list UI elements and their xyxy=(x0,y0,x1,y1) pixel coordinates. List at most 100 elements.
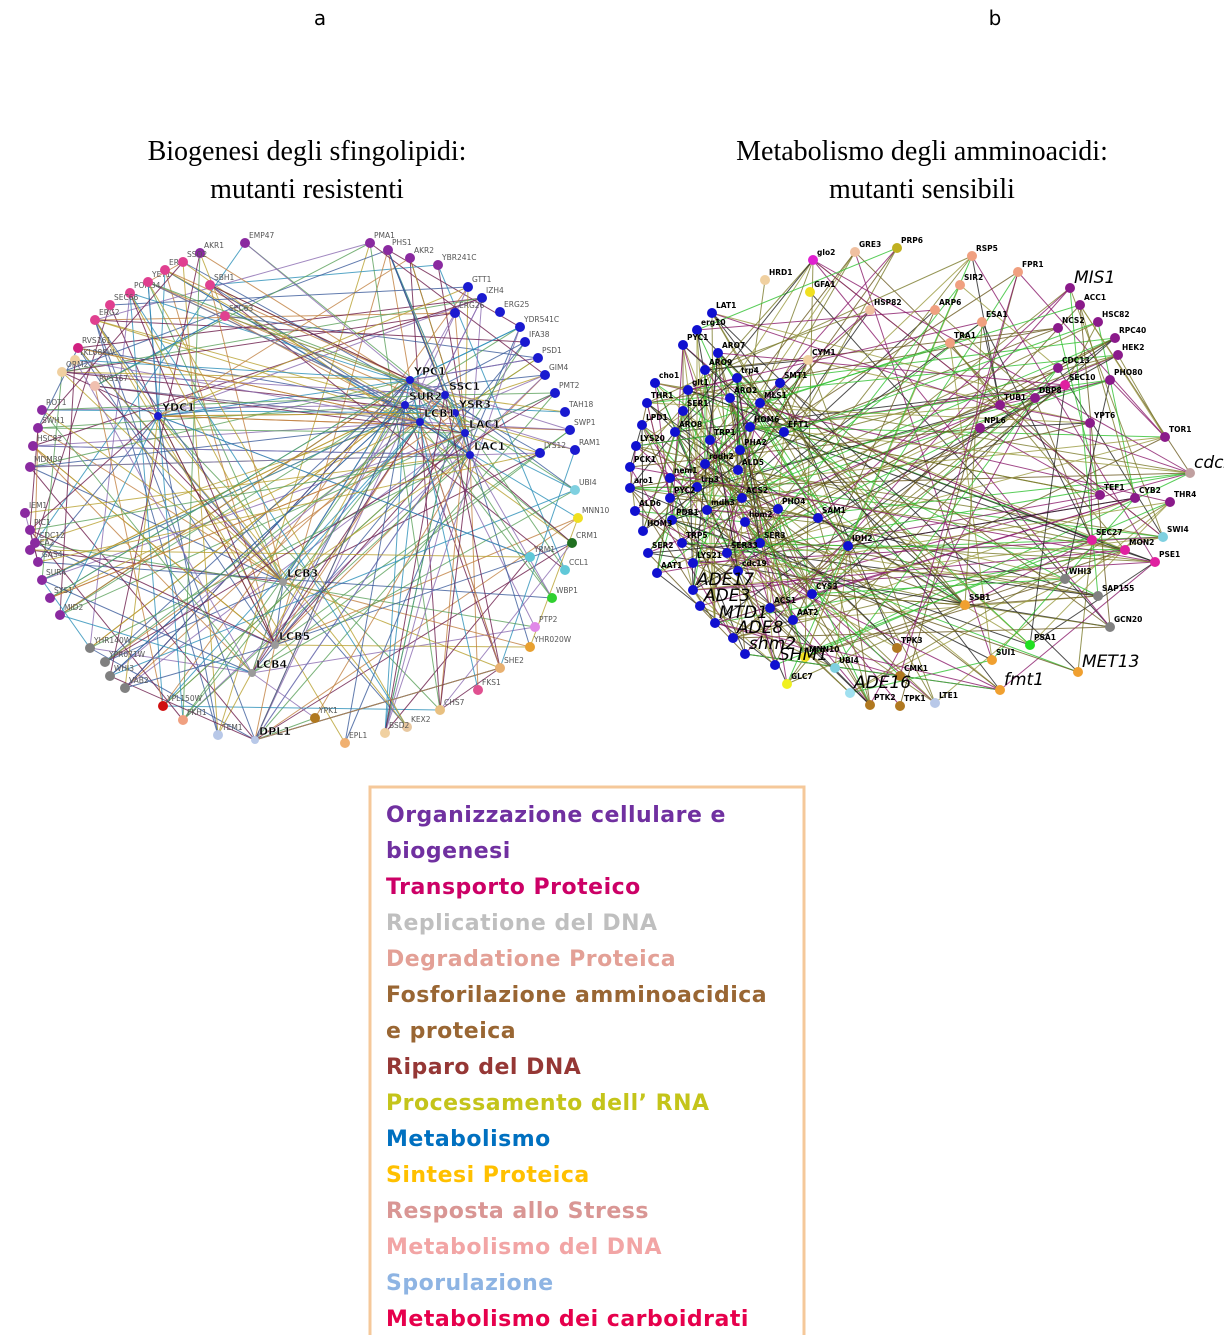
node-label: ORM2 xyxy=(66,360,89,369)
node xyxy=(733,566,743,576)
node-label: LYS20 xyxy=(640,434,665,443)
edge xyxy=(682,344,785,433)
edge xyxy=(251,626,536,674)
edge xyxy=(464,432,531,648)
node-label: TOR1 xyxy=(1169,425,1192,434)
node xyxy=(530,622,540,632)
node xyxy=(728,633,738,643)
edge xyxy=(899,271,1019,707)
node-label: MLS1 xyxy=(764,391,787,400)
node-label: ERG2 xyxy=(99,308,120,317)
edge xyxy=(409,257,466,434)
edge xyxy=(454,412,576,451)
edge xyxy=(444,394,501,669)
node xyxy=(1105,375,1115,385)
edge xyxy=(847,545,1156,563)
node-label: LCB5 xyxy=(279,630,310,643)
edge xyxy=(726,472,1191,554)
edge xyxy=(792,595,1099,621)
edge xyxy=(37,404,406,429)
edge xyxy=(786,656,806,685)
edge xyxy=(77,347,456,414)
edge xyxy=(384,412,456,734)
edge xyxy=(29,549,531,558)
edge xyxy=(654,382,689,391)
node-label: GLC7 xyxy=(791,672,813,681)
node-label: DPL1 xyxy=(259,725,291,738)
edge xyxy=(687,389,694,591)
node-label: TEM1 xyxy=(221,723,243,732)
edge xyxy=(687,389,1156,563)
node-label: BSD2 xyxy=(389,721,410,730)
node-label: ARO9 xyxy=(709,358,732,367)
node-label: AKR2 xyxy=(414,246,434,255)
legend-item: Metabolismo del DNA xyxy=(386,1235,662,1260)
edge xyxy=(769,397,1036,609)
node-label: SAM1 xyxy=(822,506,846,515)
edge xyxy=(49,432,466,599)
node xyxy=(1185,468,1195,478)
node xyxy=(650,378,660,388)
edge xyxy=(736,377,761,544)
legend-item: Metabolismo dei carboidrati xyxy=(386,1307,749,1332)
edge xyxy=(387,249,411,381)
node xyxy=(850,247,860,257)
edge xyxy=(692,436,1166,564)
edge xyxy=(439,454,471,711)
node-label: THR4 xyxy=(1174,490,1196,499)
node xyxy=(683,385,693,395)
edge xyxy=(999,404,1091,424)
edges xyxy=(629,247,1191,707)
node xyxy=(547,593,557,603)
node-label: ADE16 xyxy=(853,673,911,693)
edge xyxy=(629,466,734,639)
node-label: SHE2 xyxy=(504,656,524,665)
edge xyxy=(199,252,456,414)
node-label: YPC1 xyxy=(413,365,446,378)
edge xyxy=(37,561,553,599)
node-label: SER1 xyxy=(687,399,709,408)
edge xyxy=(1117,354,1166,438)
node xyxy=(1060,574,1070,584)
edge xyxy=(384,432,466,734)
node-label: ALD6 xyxy=(639,499,661,508)
node-label: SER33 xyxy=(731,541,758,550)
legend-box xyxy=(368,785,806,1335)
edge xyxy=(717,352,966,606)
edge xyxy=(744,521,901,677)
node xyxy=(995,685,1005,695)
edge xyxy=(1069,287,1164,538)
node-label: SSC1 xyxy=(449,380,480,393)
edge xyxy=(384,394,446,734)
edge xyxy=(59,379,411,616)
node xyxy=(73,343,83,353)
edge xyxy=(59,415,159,616)
node xyxy=(995,400,1005,410)
node xyxy=(1150,557,1160,567)
node xyxy=(1065,283,1075,293)
node-label: HSP82 xyxy=(874,298,902,307)
edge xyxy=(147,281,406,406)
edge xyxy=(469,454,573,544)
edge xyxy=(469,454,553,599)
node-label: PTK2 xyxy=(874,693,896,702)
node xyxy=(705,435,715,445)
node-label: LPD1 xyxy=(646,413,668,422)
edge xyxy=(749,426,1191,474)
edge xyxy=(741,321,983,499)
edge xyxy=(714,497,1136,624)
node-label: EPL1 xyxy=(349,731,367,740)
node xyxy=(433,260,443,270)
node xyxy=(1073,667,1083,677)
node xyxy=(805,287,815,297)
node xyxy=(665,473,675,483)
node xyxy=(702,505,712,515)
edge xyxy=(94,385,466,434)
node xyxy=(695,601,705,611)
node xyxy=(637,420,647,430)
edge xyxy=(77,347,284,583)
node xyxy=(740,517,750,527)
node-label: SWH1 xyxy=(42,416,65,425)
node xyxy=(770,660,780,670)
node xyxy=(205,280,215,290)
